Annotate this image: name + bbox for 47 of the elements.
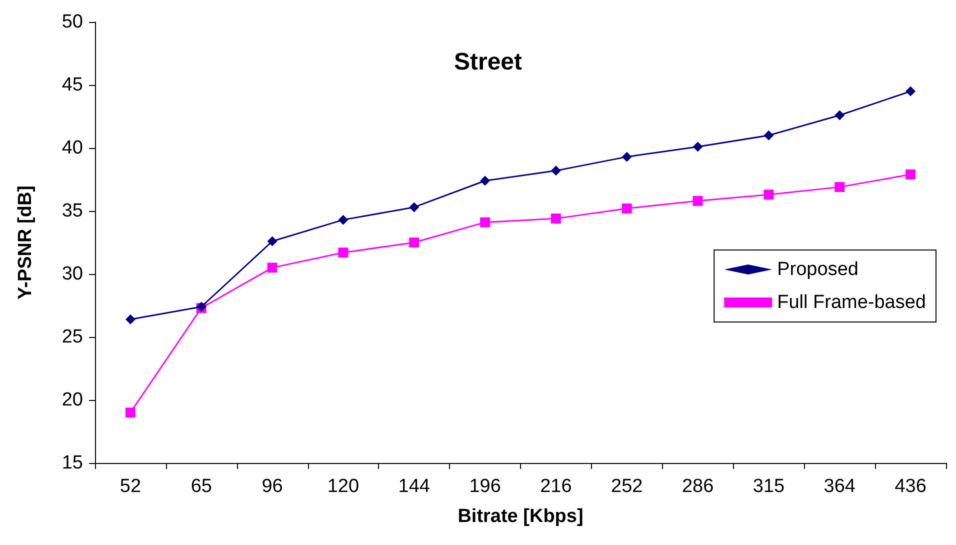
point	[125, 408, 136, 418]
legend-label: Proposed	[777, 259, 858, 280]
point	[692, 142, 703, 152]
point	[550, 166, 561, 176]
x-tick-label: 120	[327, 476, 360, 497]
x-tick-label: 65	[190, 476, 212, 497]
text: Street	[454, 48, 522, 76]
point	[906, 169, 916, 180]
point	[409, 202, 420, 212]
y-tick-label: 40	[62, 138, 83, 158]
y-tick-label: 45	[62, 74, 83, 96]
point	[906, 86, 916, 96]
point	[338, 214, 348, 225]
x-tick-label: 252	[611, 476, 643, 497]
x-tick-label: 196	[469, 476, 501, 497]
point	[622, 152, 632, 162]
point	[692, 196, 703, 206]
x-tick-label: 52	[120, 476, 142, 497]
y-tick-label: 50	[62, 12, 83, 32]
point	[834, 110, 845, 120]
point	[267, 262, 278, 273]
point	[550, 214, 561, 224]
x-tick-label: 315	[752, 476, 785, 497]
x-tick-label: 286	[682, 476, 714, 497]
point	[834, 182, 845, 192]
point	[338, 248, 348, 258]
x-axis-title: Bitrate [Kbps]	[458, 506, 584, 527]
point	[764, 130, 774, 140]
legend-label: Full Frame-based	[777, 292, 926, 313]
x-tick-label: 436	[894, 476, 926, 497]
y-tick-label: 15	[62, 452, 83, 474]
y-axis-title: Y-PSNR [dB]	[15, 186, 36, 300]
point	[480, 217, 490, 228]
point	[409, 238, 420, 248]
x-tick-label: 96	[262, 476, 283, 497]
point	[267, 236, 278, 246]
x-tick-label: 216	[540, 476, 572, 497]
y-tick-label: 20	[62, 390, 83, 410]
y-tick-label: 25	[62, 326, 83, 348]
y-tick-label: 35	[62, 200, 83, 222]
point	[480, 176, 490, 186]
y-tick-label: 30	[62, 264, 83, 284]
point	[622, 203, 632, 214]
point	[764, 190, 774, 200]
point	[125, 314, 136, 324]
x-tick-label: 364	[824, 476, 856, 497]
x-tick-label: 144	[398, 476, 430, 497]
